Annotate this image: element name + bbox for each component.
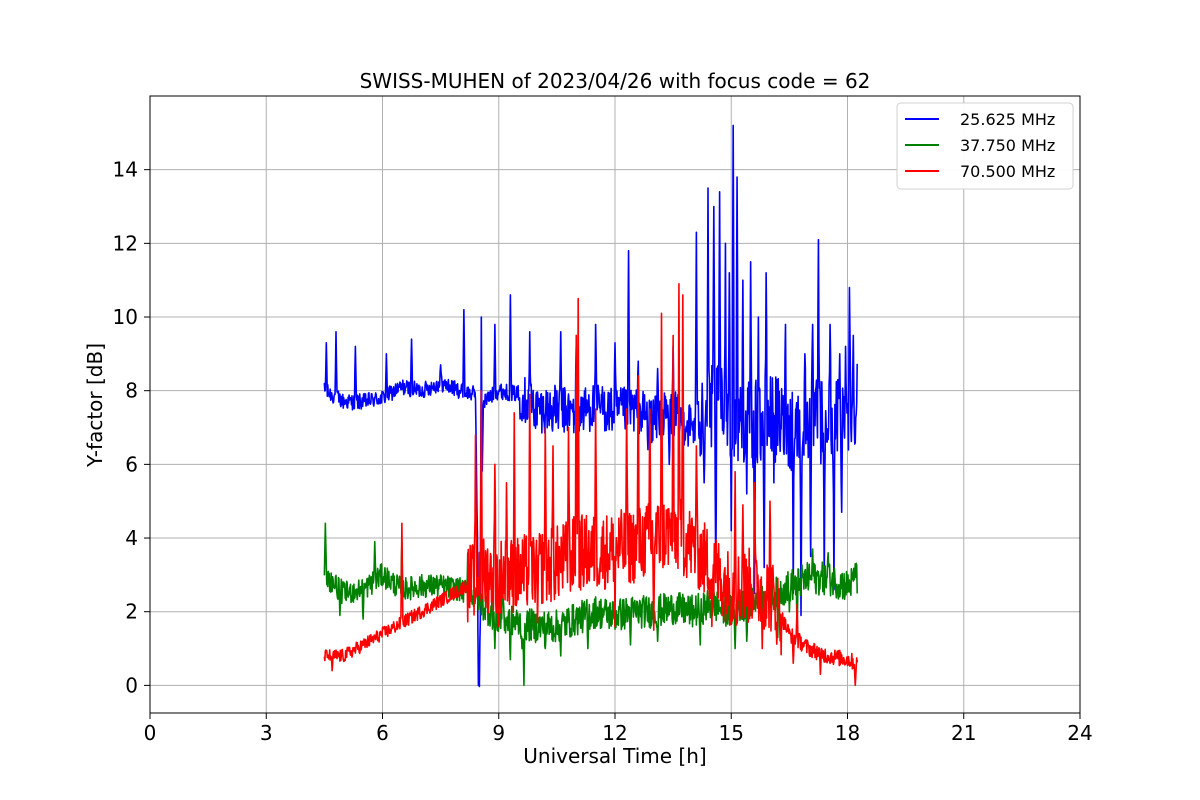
x-tick-label: 18 (835, 721, 860, 745)
series-layer (323, 124, 858, 688)
legend-label-1: 25.625 MHz (960, 110, 1055, 129)
x-tick-label: 6 (376, 721, 389, 745)
x-tick-label: 9 (492, 721, 505, 745)
y-tick-label: 2 (125, 600, 138, 624)
legend-label-2: 37.750 MHz (960, 136, 1055, 155)
y-tick-label: 6 (125, 452, 138, 476)
x-tick-label: 21 (951, 721, 976, 745)
legend-box (896, 102, 1074, 190)
x-tick-label: 15 (719, 721, 744, 745)
x-tick-label: 3 (260, 721, 273, 745)
y-tick-label: 14 (113, 158, 138, 182)
y-tick-label: 10 (113, 305, 138, 329)
legend: 25.625 MHz 37.750 MHz 70.500 MHz (896, 102, 1074, 190)
y-tick-label: 4 (125, 526, 138, 550)
legend-label-3: 70.500 MHz (960, 162, 1055, 181)
y-tick-label: 8 (125, 379, 138, 403)
y-tick-label: 0 (125, 673, 138, 697)
x-tick-label: 0 (144, 721, 157, 745)
x-tick-label: 12 (602, 721, 627, 745)
series-line-1 (323, 124, 858, 688)
chart-title: SWISS-MUHEN of 2023/04/26 with focus cod… (360, 69, 871, 93)
x-axis-label: Universal Time [h] (523, 744, 706, 768)
y-tick-label: 12 (113, 231, 138, 255)
y-axis-label: Y-factor [dB] (83, 343, 107, 468)
series-line-3 (323, 283, 858, 687)
x-tick-label: 24 (1067, 721, 1092, 745)
